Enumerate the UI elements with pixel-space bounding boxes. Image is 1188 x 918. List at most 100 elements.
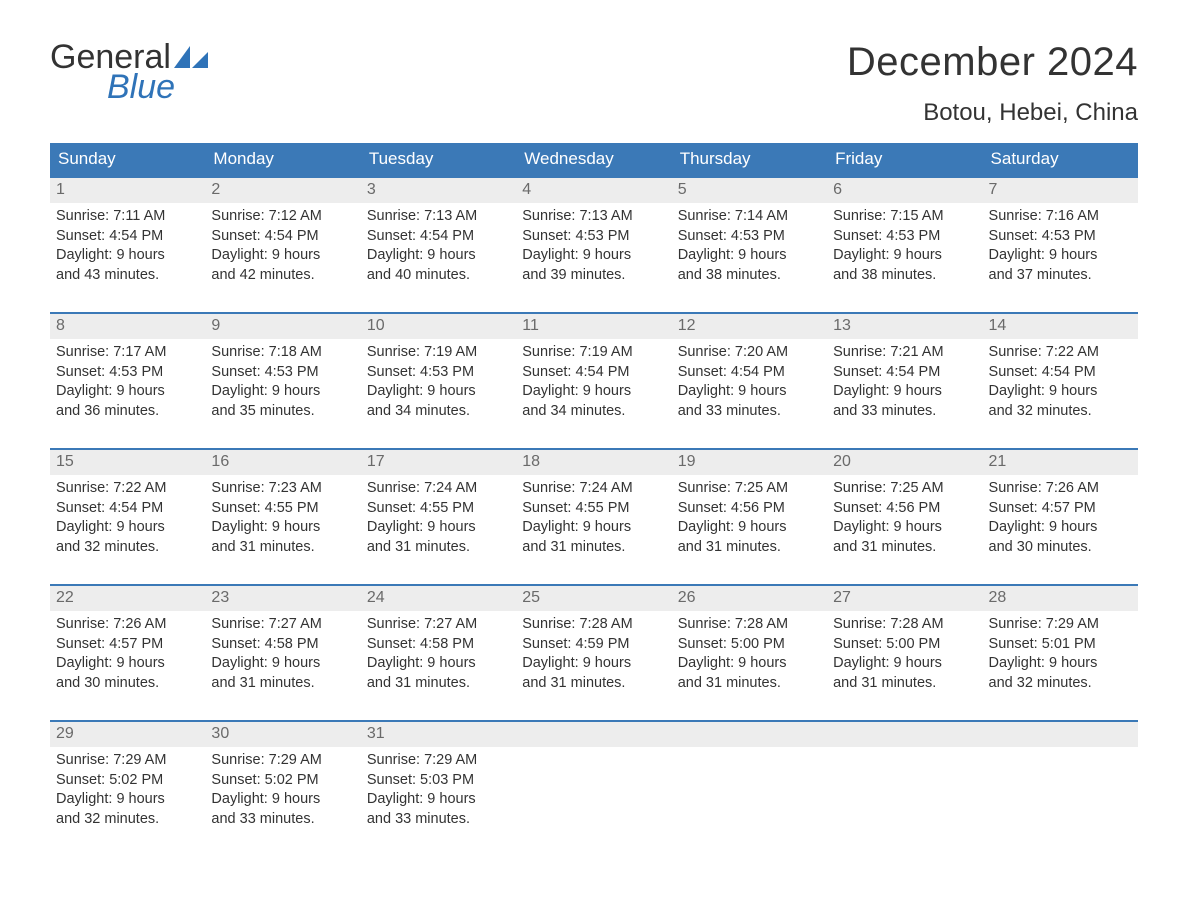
daylight-line-2: and 30 minutes. xyxy=(56,674,199,694)
calendar-day: 17 Sunrise: 7:24 AMSunset: 4:55 PMDayligh… xyxy=(361,450,516,568)
day-details: Sunrise: 7:20 AMSunset: 4:54 PMDaylight:… xyxy=(672,343,827,421)
sunrise-line: Sunrise: 7:25 AM xyxy=(833,479,976,499)
day-details: Sunrise: 7:17 AMSunset: 4:53 PMDaylight:… xyxy=(50,343,205,421)
dow-cell: Tuesday xyxy=(361,143,516,176)
sunset-line: Sunset: 4:54 PM xyxy=(211,227,354,247)
calendar-day: 5 Sunrise: 7:14 AMSunset: 4:53 PMDaylight… xyxy=(672,178,827,296)
day-details: Sunrise: 7:27 AMSunset: 4:58 PMDaylight:… xyxy=(361,615,516,693)
day-number: 6 xyxy=(827,178,982,203)
daylight-line-2: and 31 minutes. xyxy=(211,674,354,694)
day-details: Sunrise: 7:14 AMSunset: 4:53 PMDaylight:… xyxy=(672,207,827,285)
daylight-line-1: Daylight: 9 hours xyxy=(367,654,510,674)
day-details: Sunrise: 7:23 AMSunset: 4:55 PMDaylight:… xyxy=(205,479,360,557)
day-number: 10 xyxy=(361,314,516,339)
daylight-line-2: and 36 minutes. xyxy=(56,402,199,422)
sunset-line: Sunset: 4:54 PM xyxy=(522,363,665,383)
day-number: 5 xyxy=(672,178,827,203)
daylight-line-2: and 33 minutes. xyxy=(211,810,354,830)
sunset-line: Sunset: 4:53 PM xyxy=(367,363,510,383)
calendar-day: 2Sunrise: 7:12 AMSunset: 4:54 PMDaylight… xyxy=(205,178,360,296)
calendar-day: 20Sunrise: 7:25 AMSunset: 4:56 PMDayligh… xyxy=(827,450,982,568)
day-number: 21 xyxy=(983,450,1138,475)
calendar: SundayMondayTuesdayWednesdayThursdayFrid… xyxy=(50,143,1138,840)
day-number: 1 xyxy=(50,178,205,203)
logo: General Blue xyxy=(50,40,208,104)
sunset-line: Sunset: 4:54 PM xyxy=(56,499,199,519)
calendar-day: 28 Sunrise: 7:29 AMSunset: 5:01 PMDayligh… xyxy=(983,586,1138,704)
day-details: Sunrise: 7:28 AMSunset: 4:59 PMDaylight:… xyxy=(516,615,671,693)
sunset-line: Sunset: 4:53 PM xyxy=(56,363,199,383)
title-block: December 2024 Botou, Hebei, China xyxy=(847,40,1138,127)
day-details: Sunrise: 7:19 AMSunset: 4:53 PMDaylight:… xyxy=(361,343,516,421)
daylight-line-1: Daylight: 9 hours xyxy=(56,518,199,538)
daylight-line-2: and 35 minutes. xyxy=(211,402,354,422)
daylight-line-2: and 31 minutes. xyxy=(678,674,821,694)
sunrise-line: Sunrise: 7:24 AM xyxy=(522,479,665,499)
calendar-day: 22Sunrise: 7:26 AMSunset: 4:57 PMDayligh… xyxy=(50,586,205,704)
calendar-day: 31Sunrise: 7:29 AMSunset: 5:03 PMDayligh… xyxy=(361,722,516,840)
day-number: 2 xyxy=(205,178,360,203)
logo-sail-icon xyxy=(174,40,208,62)
calendar-week: 1Sunrise: 7:11 AMSunset: 4:54 PMDaylight… xyxy=(50,176,1138,296)
calendar-day: 18Sunrise: 7:24 AMSunset: 4:55 PMDayligh… xyxy=(516,450,671,568)
day-number: 8 xyxy=(50,314,205,339)
sunrise-line: Sunrise: 7:14 AM xyxy=(678,207,821,227)
sunset-line: Sunset: 4:54 PM xyxy=(56,227,199,247)
day-of-week-header: SundayMondayTuesdayWednesdayThursdayFrid… xyxy=(50,143,1138,176)
day-number: 27 xyxy=(827,586,982,611)
sunrise-line: Sunrise: 7:29 AM xyxy=(367,751,510,771)
day-details: Sunrise: 7:24 AMSunset: 4:55 PMDaylight:… xyxy=(361,479,516,557)
day-number: 31 xyxy=(361,722,516,747)
day-details: Sunrise: 7:29 AMSunset: 5:01 PMDaylight:… xyxy=(983,615,1138,693)
day-details: Sunrise: 7:28 AMSunset: 5:00 PMDaylight:… xyxy=(827,615,982,693)
daylight-line-2: and 38 minutes. xyxy=(833,266,976,286)
sunset-line: Sunset: 4:56 PM xyxy=(833,499,976,519)
day-number: 28 xyxy=(983,586,1138,611)
dow-cell: Friday xyxy=(827,143,982,176)
sunset-line: Sunset: 4:54 PM xyxy=(367,227,510,247)
day-details: Sunrise: 7:15 AMSunset: 4:53 PMDaylight:… xyxy=(827,207,982,285)
day-details: Sunrise: 7:18 AMSunset: 4:53 PMDaylight:… xyxy=(205,343,360,421)
calendar-day: 16Sunrise: 7:23 AMSunset: 4:55 PMDayligh… xyxy=(205,450,360,568)
sunrise-line: Sunrise: 7:13 AM xyxy=(522,207,665,227)
daylight-line-2: and 32 minutes. xyxy=(56,810,199,830)
daylight-line-2: and 33 minutes. xyxy=(678,402,821,422)
calendar-day: 26Sunrise: 7:28 AMSunset: 5:00 PMDayligh… xyxy=(672,586,827,704)
daylight-line-1: Daylight: 9 hours xyxy=(522,246,665,266)
sunset-line: Sunset: 4:58 PM xyxy=(367,635,510,655)
day-details: Sunrise: 7:25 AMSunset: 4:56 PMDaylight:… xyxy=(827,479,982,557)
daylight-line-2: and 31 minutes. xyxy=(522,538,665,558)
sunrise-line: Sunrise: 7:15 AM xyxy=(833,207,976,227)
sunset-line: Sunset: 4:55 PM xyxy=(367,499,510,519)
day-number: 14 xyxy=(983,314,1138,339)
calendar-week: 29Sunrise: 7:29 AMSunset: 5:02 PMDayligh… xyxy=(50,720,1138,840)
daylight-line-1: Daylight: 9 hours xyxy=(211,654,354,674)
calendar-day: . xyxy=(516,722,671,840)
day-details: Sunrise: 7:19 AMSunset: 4:54 PMDaylight:… xyxy=(516,343,671,421)
sunrise-line: Sunrise: 7:26 AM xyxy=(56,615,199,635)
calendar-day: 1 Sunrise: 7:11 AMSunset: 4:54 PMDaylight… xyxy=(50,178,205,296)
location: Botou, Hebei, China xyxy=(847,99,1138,127)
daylight-line-2: and 32 minutes. xyxy=(989,674,1132,694)
sunrise-line: Sunrise: 7:21 AM xyxy=(833,343,976,363)
sunrise-line: Sunrise: 7:22 AM xyxy=(989,343,1132,363)
sunrise-line: Sunrise: 7:11 AM xyxy=(56,207,199,227)
daylight-line-1: Daylight: 9 hours xyxy=(678,382,821,402)
calendar-day: 15Sunrise: 7:22 AMSunset: 4:54 PMDayligh… xyxy=(50,450,205,568)
calendar-day: 12Sunrise: 7:20 AMSunset: 4:54 PMDayligh… xyxy=(672,314,827,432)
daylight-line-2: and 32 minutes. xyxy=(56,538,199,558)
day-number: . xyxy=(827,722,982,747)
day-number: 29 xyxy=(50,722,205,747)
day-number: 30 xyxy=(205,722,360,747)
header: General Blue December 2024 Botou, Hebei,… xyxy=(50,40,1138,127)
sunset-line: Sunset: 4:53 PM xyxy=(678,227,821,247)
sunrise-line: Sunrise: 7:29 AM xyxy=(989,615,1132,635)
day-number: 11 xyxy=(516,314,671,339)
day-number: 17 xyxy=(361,450,516,475)
daylight-line-2: and 37 minutes. xyxy=(989,266,1132,286)
month-title: December 2024 xyxy=(847,40,1138,85)
sunrise-line: Sunrise: 7:25 AM xyxy=(678,479,821,499)
day-details: Sunrise: 7:25 AMSunset: 4:56 PMDaylight:… xyxy=(672,479,827,557)
daylight-line-1: Daylight: 9 hours xyxy=(678,518,821,538)
day-details: Sunrise: 7:11 AMSunset: 4:54 PMDaylight:… xyxy=(50,207,205,285)
